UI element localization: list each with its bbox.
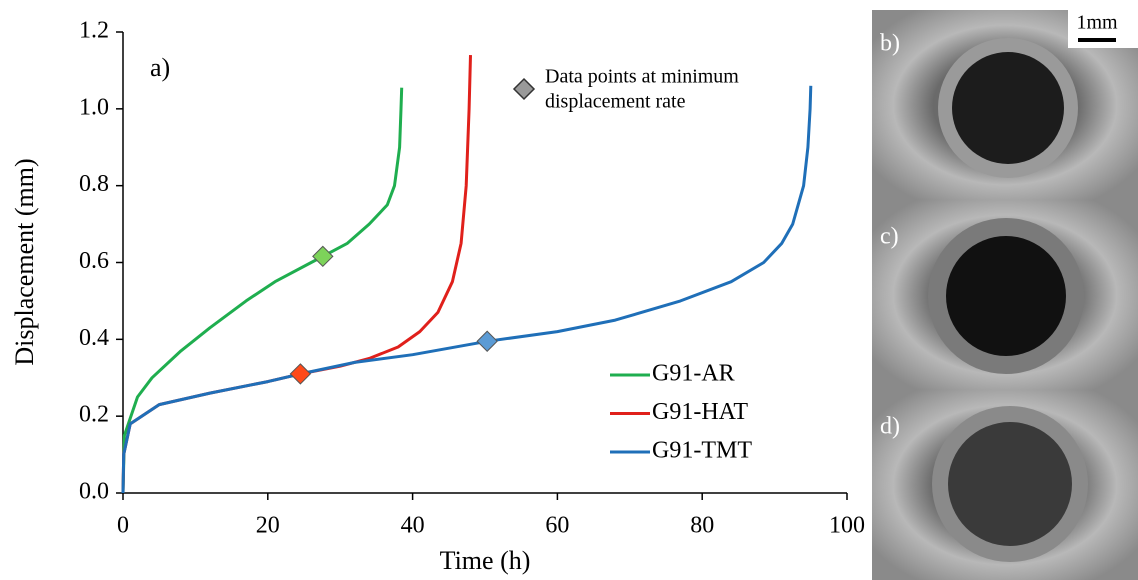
data-line xyxy=(121,55,472,494)
min-rate-marker xyxy=(476,330,498,352)
x-tick-label: 80 xyxy=(690,513,714,539)
panel-d xyxy=(872,390,1138,580)
y-tick-label: 0.4 xyxy=(79,325,109,351)
panel-label: d) xyxy=(880,414,900,440)
min-rate-marker xyxy=(289,363,312,385)
panel-label: b) xyxy=(880,31,900,57)
panel-label: a) xyxy=(150,53,170,82)
x-tick-label: 40 xyxy=(401,513,425,539)
y-tick-label: 0.8 xyxy=(79,171,109,197)
legend-label: displacement rate xyxy=(545,91,686,113)
y-tick-label: 0.2 xyxy=(79,402,109,428)
hole xyxy=(946,236,1066,356)
min-rate-marker xyxy=(312,245,334,268)
scale-bar-label: 1mm xyxy=(1076,12,1118,34)
x-tick-label: 60 xyxy=(545,513,569,539)
panel-label: c) xyxy=(880,224,899,250)
legend-label: G91-AR xyxy=(652,361,735,387)
micrographs xyxy=(872,10,1138,580)
y-tick-label: 1.2 xyxy=(79,18,109,44)
y-axis-title: Displacement (mm) xyxy=(10,158,39,365)
y-tick-label: 0.6 xyxy=(79,248,109,274)
hole xyxy=(948,422,1072,546)
panel-c xyxy=(872,200,1138,390)
data-line xyxy=(121,85,813,494)
y-tick-label: 1.0 xyxy=(79,94,109,120)
legend-label: G91-HAT xyxy=(652,399,748,425)
x-axis-title: Time (h) xyxy=(440,546,531,575)
x-tick-label: 20 xyxy=(256,513,280,539)
legend-label: Data points at minimum xyxy=(545,66,739,88)
x-tick-label: 100 xyxy=(829,513,865,539)
hole xyxy=(952,52,1064,164)
x-tick-label: 0 xyxy=(117,513,129,539)
y-tick-label: 0.0 xyxy=(79,479,109,505)
legend-marker xyxy=(512,77,536,101)
data-line xyxy=(121,87,404,494)
legend-label: G91-TMT xyxy=(652,438,752,464)
